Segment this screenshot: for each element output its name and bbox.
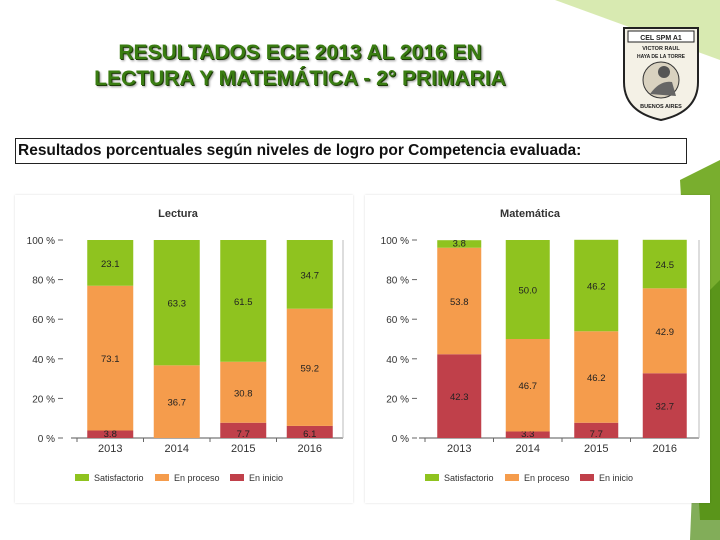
bar-en_proceso-2016 [286,308,333,426]
y-tick-label: 100 % [27,236,55,247]
legend-swatch-en_inicio [580,474,594,481]
legend-label-en_inicio: En inicio [249,473,283,483]
y-tick-label: 20 % [32,394,55,405]
crest-bottom-text: BUENOS AIRES [640,104,682,110]
bar-satisfactorio-2013 [87,240,134,286]
data-label-en_proceso: 30.8 [234,388,253,399]
x-tick-label: 2016 [653,443,677,455]
y-tick-label: 60 % [386,315,409,326]
crest-top-text: CEL SPM A1 [640,35,682,42]
data-label-satisfactorio: 3.8 [453,239,466,250]
chart-title: Matemática [500,208,561,220]
data-label-satisfactorio: 34.7 [301,270,320,281]
data-label-satisfactorio: 23.1 [101,259,120,270]
bar-en_proceso-2015 [220,361,267,423]
legend-swatch-en_inicio [230,474,244,481]
bar-en_proceso-2013 [87,285,134,431]
x-tick-label: 2014 [516,443,540,455]
data-label-en_inicio: 42.3 [450,392,469,403]
page-title: RESULTADOS ECE 2013 AL 2016 EN LECTURA Y… [40,40,560,92]
x-tick-label: 2013 [447,443,471,455]
bar-satisfactorio-2014 [505,240,550,339]
crest-line-2: HAYA DE LA TORRE [637,54,686,60]
data-label-en_inicio: 32.7 [656,402,675,413]
crest-figure-head [658,66,670,78]
legend-swatch-en_proceso [155,474,169,481]
chart-matematica-svg: Matemática 0 % 20 % 40 % 60 % 80 % 100 % 42.3 53… [381,208,700,483]
y-tick-label: 60 % [32,315,55,326]
y-tick-label: 40 % [386,355,409,366]
bar-en_proceso-2016 [642,288,687,374]
data-label-satisfactorio: 63.3 [168,299,187,310]
title-line-1: RESULTADOS ECE 2013 AL 2016 EN [118,41,482,64]
legend-swatch-satisfactorio [425,474,439,481]
data-label-en_proceso: 46.7 [519,381,538,392]
y-tick-label: 0 % [392,434,409,445]
data-label-en_proceso: 36.7 [168,398,187,409]
y-tick-label: 40 % [32,355,55,366]
chart-matematica: Matemática 0 % 20 % 40 % 60 % 80 % 100 % 42.3 53… [365,195,710,503]
bar-satisfactorio-2016 [286,240,333,309]
data-label-en_proceso: 46.2 [587,373,606,384]
bar-en_inicio-2015 [574,422,619,438]
y-tick-label: 80 % [386,276,409,287]
bar-en_proceso-2013 [437,247,482,355]
y-tick-label: 80 % [32,276,55,287]
bar-en_inicio-2013 [437,354,482,438]
legend-label-satisfactorio: Satisfactorio [444,473,494,483]
crest-banner [627,30,695,43]
bar-en_inicio-2015 [220,422,267,438]
data-label-en_inicio: 7.7 [237,429,250,440]
bar-en_inicio-2016 [642,373,687,438]
bar-en_proceso-2014 [505,339,550,432]
crest-figure-body [650,81,676,96]
subtitle: Resultados porcentuales según niveles de… [15,138,687,164]
legend-label-satisfactorio: Satisfactorio [94,473,144,483]
bar-en_inicio-2016 [286,425,333,438]
bar-satisfactorio-2016 [642,239,687,289]
legend-label-en_proceso: En proceso [524,473,570,483]
x-tick-label: 2016 [298,443,322,455]
y-tick-label: 100 % [381,236,409,247]
data-label-en_inicio: 3.3 [521,429,534,440]
bar-en_inicio-2014 [505,431,550,438]
data-label-satisfactorio: 61.5 [234,297,253,308]
bar-satisfactorio-2015 [220,240,267,362]
crest-line-1: VICTOR RAUL [642,46,680,52]
school-crest-logo: CEL SPM A1 VICTOR RAUL HAYA DE LA TORRE … [623,27,699,122]
bar-en_proceso-2015 [574,331,619,423]
data-label-en_proceso: 53.8 [450,297,469,308]
x-tick-label: 2013 [98,443,122,455]
chart-lectura: Lectura 0 % 20 % 40 % 60 % 80 % 100 % 3.8 73.1 23… [15,195,353,503]
title-line-2: LECTURA Y MATEMÁTICA - 2° PRIMARIA [94,67,506,90]
y-tick-label: 20 % [386,394,409,405]
data-label-en_proceso: 59.2 [301,363,320,374]
bar-satisfactorio-2015 [574,239,619,332]
legend-swatch-en_proceso [505,474,519,481]
bar-satisfactorio-2013 [437,240,482,248]
x-tick-label: 2014 [165,443,189,455]
data-label-en_inicio: 7.7 [590,429,603,440]
data-label-satisfactorio: 24.5 [656,260,675,271]
x-tick-label: 2015 [231,443,255,455]
data-label-satisfactorio: 46.2 [587,282,606,293]
data-label-en_proceso: 73.1 [101,354,120,365]
y-tick-label: 0 % [38,434,55,445]
bar-satisfactorio-2014 [153,240,200,366]
bar-en_inicio-2013 [87,430,134,438]
legend-swatch-satisfactorio [75,474,89,481]
data-label-satisfactorio: 50.0 [519,286,538,297]
x-tick-label: 2015 [584,443,608,455]
data-label-en_proceso: 42.9 [656,327,675,338]
bar-en_proceso-2014 [153,365,200,438]
legend-label-en_inicio: En inicio [599,473,633,483]
data-label-en_inicio: 3.8 [104,429,117,440]
chart-lectura-svg: Lectura 0 % 20 % 40 % 60 % 80 % 100 % 3.8 73.1 23… [27,208,344,483]
chart-title: Lectura [158,208,199,220]
data-label-en_inicio: 6.1 [303,429,316,440]
legend-label-en_proceso: En proceso [174,473,220,483]
